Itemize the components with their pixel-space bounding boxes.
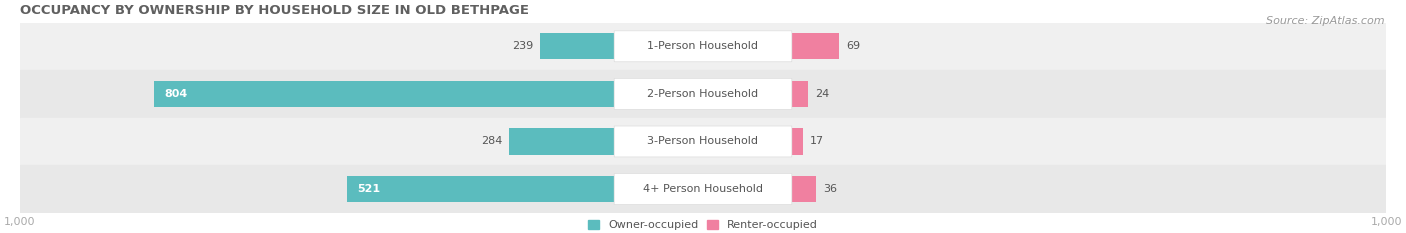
FancyBboxPatch shape [614,126,792,157]
Bar [540,33,614,59]
Bar [792,176,817,202]
Bar [792,128,803,154]
Legend: Owner-occupied, Renter-occupied: Owner-occupied, Renter-occupied [588,220,818,230]
FancyBboxPatch shape [614,174,792,205]
Bar [20,165,1386,213]
Bar [509,128,614,154]
Text: 521: 521 [357,184,381,194]
Text: 24: 24 [815,89,830,99]
Text: 69: 69 [846,41,860,51]
Text: 17: 17 [810,137,824,147]
Text: OCCUPANCY BY OWNERSHIP BY HOUSEHOLD SIZE IN OLD BETHPAGE: OCCUPANCY BY OWNERSHIP BY HOUSEHOLD SIZE… [20,4,529,17]
Bar [20,23,1386,70]
Text: 1-Person Household: 1-Person Household [648,41,758,51]
Bar [20,70,1386,118]
Text: 36: 36 [824,184,837,194]
Bar [20,118,1386,165]
Text: 284: 284 [481,137,502,147]
Text: Source: ZipAtlas.com: Source: ZipAtlas.com [1267,16,1385,26]
FancyBboxPatch shape [614,79,792,109]
Text: 3-Person Household: 3-Person Household [648,137,758,147]
Text: 4+ Person Household: 4+ Person Household [643,184,763,194]
Bar [347,176,614,202]
Bar [792,81,808,107]
Bar [153,81,614,107]
Bar [792,33,839,59]
Text: 2-Person Household: 2-Person Household [647,89,759,99]
FancyBboxPatch shape [614,31,792,62]
Text: 804: 804 [165,89,187,99]
Text: 239: 239 [512,41,533,51]
